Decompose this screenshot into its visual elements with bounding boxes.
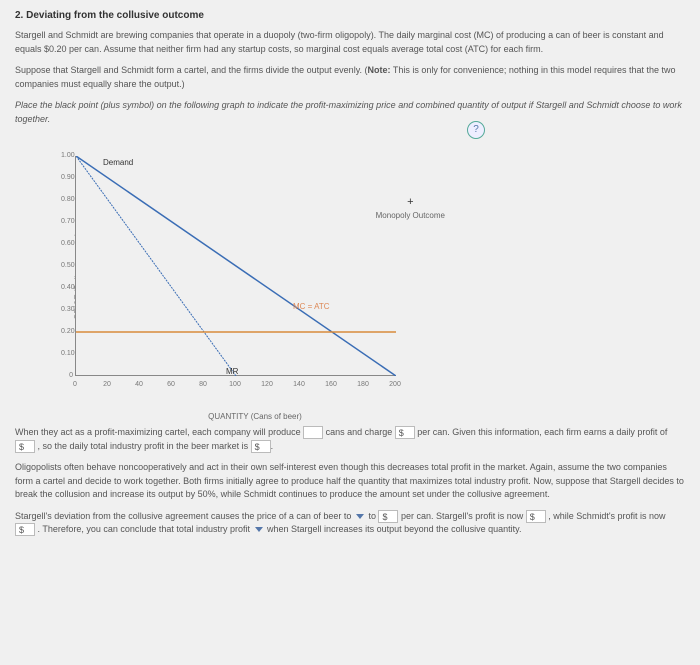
monopoly-outcome-tool[interactable]: + Monopoly Outcome	[376, 196, 445, 220]
chart-container: ? PRICE (Dollars per can) QUANTITY (Cans…	[35, 136, 475, 416]
help-icon[interactable]: ?	[467, 121, 485, 139]
intro-paragraph-1: Stargell and Schmidt are brewing compani…	[15, 29, 685, 56]
y-tick: 0.80	[61, 196, 73, 203]
note-label: Note:	[368, 65, 391, 75]
tool-label: Monopoly Outcome	[376, 211, 445, 220]
total-profit-input[interactable]: $	[251, 440, 271, 453]
mr-line	[76, 156, 236, 376]
text: per can. Stargell's profit is now	[401, 511, 523, 521]
mr-label: MR	[226, 367, 239, 376]
text: Suppose that Stargell and Schmidt form a…	[15, 65, 368, 75]
x-axis-label: QUANTITY (Cans of beer)	[208, 412, 302, 421]
chevron-down-icon[interactable]	[356, 514, 364, 519]
x-tick: 0	[73, 381, 77, 388]
text: When they act as a profit-maximizing car…	[15, 427, 301, 437]
cans-input[interactable]	[303, 426, 323, 439]
x-tick: 200	[389, 381, 401, 388]
demand-label: Demand	[103, 158, 133, 167]
text: when Stargell increases its output beyon…	[267, 524, 521, 534]
section-title: 2. Deviating from the collusive outcome	[15, 10, 685, 21]
x-tick: 160	[325, 381, 337, 388]
x-tick: 140	[293, 381, 305, 388]
x-tick: 120	[261, 381, 273, 388]
x-tick: 20	[103, 381, 111, 388]
y-tick: 0.50	[61, 262, 73, 269]
y-tick: 0.30	[61, 306, 73, 313]
chart-plot-area[interactable]: MR	[75, 156, 395, 376]
intro-paragraph-2: Suppose that Stargell and Schmidt form a…	[15, 64, 685, 91]
text: per can. Given this information, each fi…	[417, 427, 667, 437]
paragraph-oligopolists: Oligopolists often behave noncooperative…	[15, 461, 685, 502]
y-tick: 0.60	[61, 240, 73, 247]
y-tick: 0	[61, 372, 73, 379]
text: . Therefore, you can conclude that total…	[38, 524, 250, 534]
mc-atc-label: MC = ATC	[293, 302, 330, 311]
x-tick: 60	[167, 381, 175, 388]
new-price-input[interactable]: $	[378, 510, 398, 523]
x-tick: 180	[357, 381, 369, 388]
y-tick: 0.40	[61, 284, 73, 291]
text: Stargell's deviation from the collusive …	[15, 511, 351, 521]
question-1: When they act as a profit-maximizing car…	[15, 426, 685, 453]
schmidt-profit-input[interactable]: $	[15, 523, 35, 536]
question-2: Stargell's deviation from the collusive …	[15, 510, 685, 537]
stargell-profit-input[interactable]: $	[526, 510, 546, 523]
y-tick: 0.70	[61, 218, 73, 225]
text: cans and charge	[326, 427, 393, 437]
x-tick: 80	[199, 381, 207, 388]
text: , while Schmidt's profit is now	[548, 511, 665, 521]
y-tick: 1.00	[61, 152, 73, 159]
x-tick: 100	[229, 381, 241, 388]
chart-svg: MR	[76, 156, 396, 376]
price-input[interactable]: $	[395, 426, 415, 439]
demand-line	[76, 156, 396, 376]
profit-input[interactable]: $	[15, 440, 35, 453]
y-tick: 0.90	[61, 174, 73, 181]
instruction-text: Place the black point (plus symbol) on t…	[15, 99, 685, 126]
x-tick: 40	[135, 381, 143, 388]
y-tick: 0.20	[61, 328, 73, 335]
plus-icon: +	[376, 196, 445, 208]
y-tick: 0.10	[61, 350, 73, 357]
chevron-down-icon[interactable]	[255, 527, 263, 532]
text: to	[368, 511, 376, 521]
text: , so the daily total industry profit in …	[38, 441, 249, 451]
